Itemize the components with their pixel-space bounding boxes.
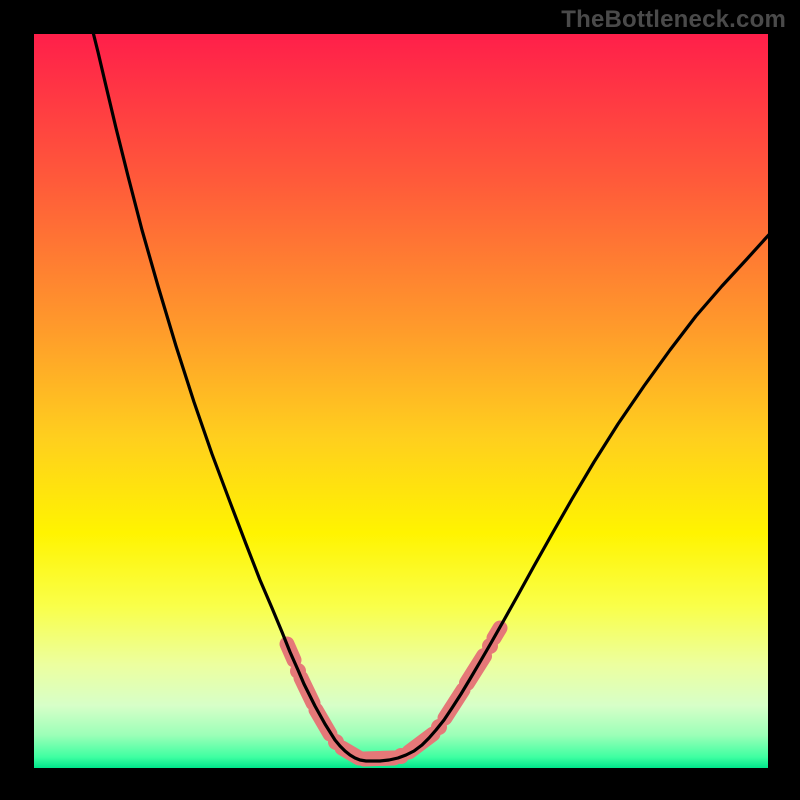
watermark-text: TheBottleneck.com <box>561 6 786 34</box>
chart-container: TheBottleneck.com <box>0 0 800 800</box>
gradient-background <box>34 34 768 768</box>
chart-svg <box>34 34 768 768</box>
chart-plot-area <box>34 34 768 768</box>
